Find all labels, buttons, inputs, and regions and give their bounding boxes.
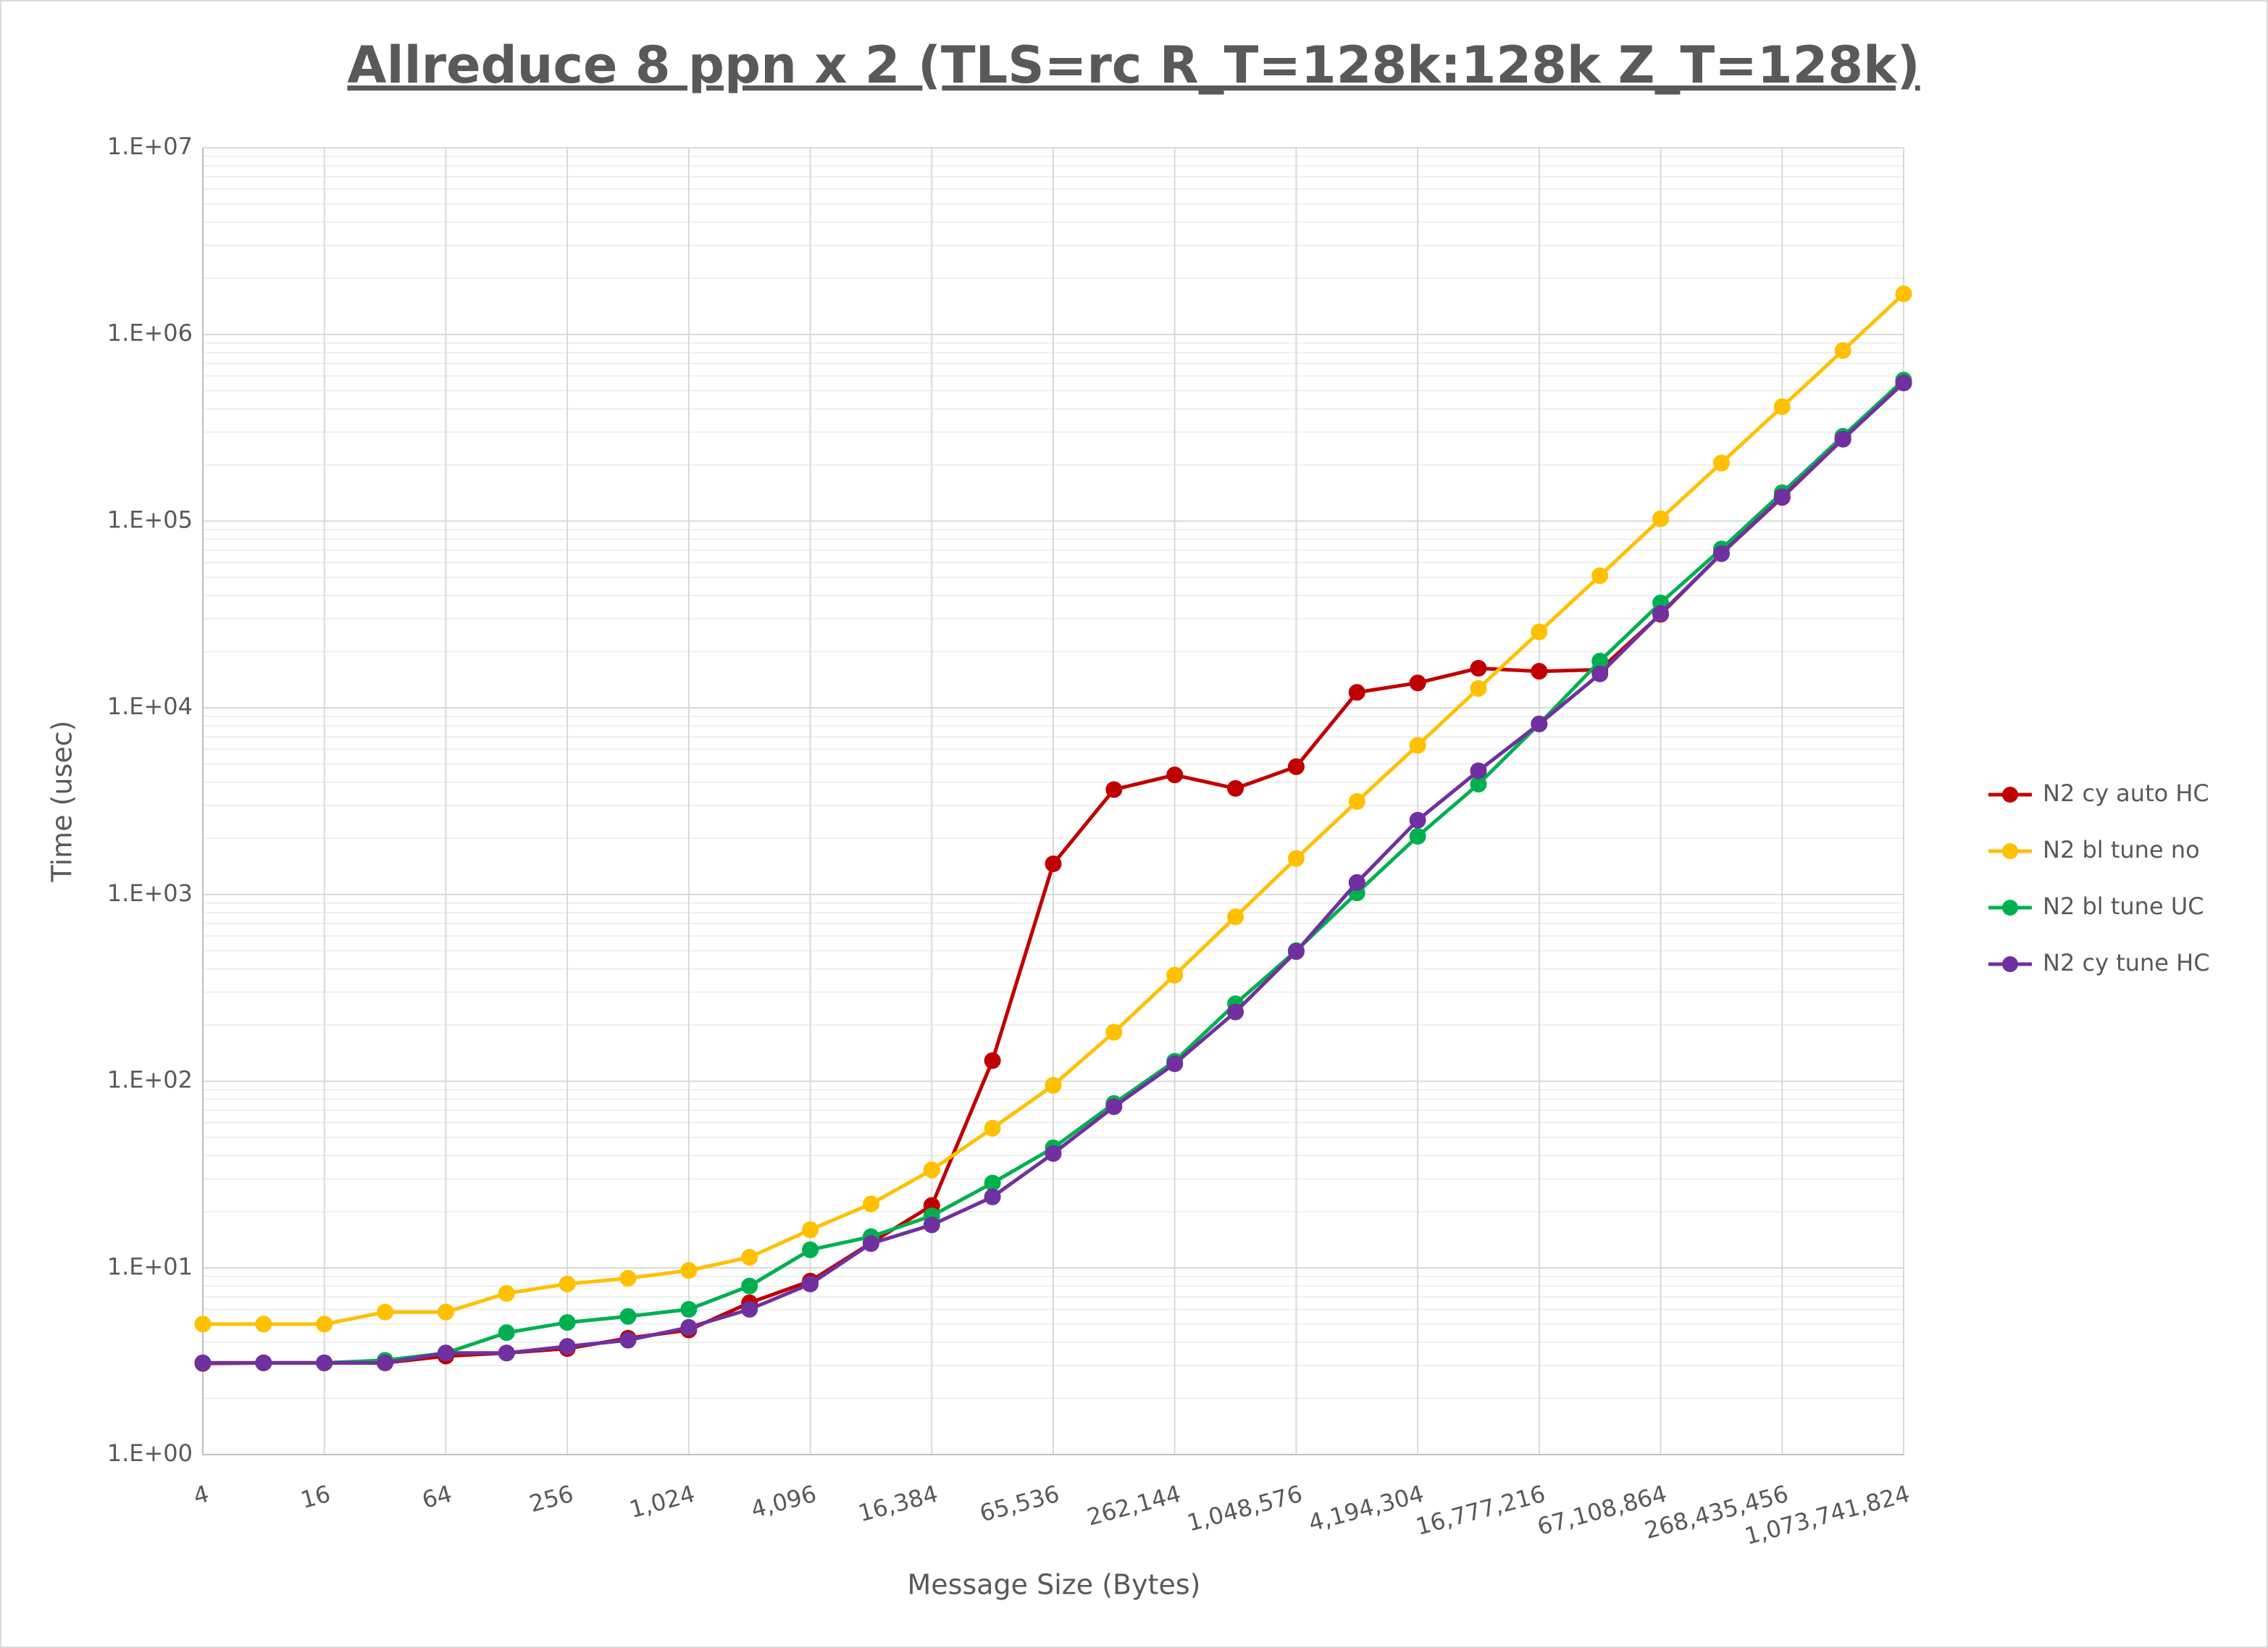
data-point	[558, 1275, 576, 1292]
data-point	[1287, 943, 1305, 961]
y-tick-label: 1.E+05	[107, 506, 193, 533]
data-point	[1652, 510, 1670, 527]
data-point	[1773, 488, 1791, 506]
data-point	[1166, 766, 1184, 784]
data-point	[862, 1235, 879, 1252]
data-point	[741, 1300, 758, 1318]
legend-marker	[2002, 956, 2018, 972]
data-point	[1348, 792, 1365, 810]
data-point	[1409, 737, 1426, 754]
data-point	[1409, 828, 1426, 845]
data-point	[984, 1188, 1001, 1205]
data-point	[498, 1344, 515, 1362]
data-point	[1773, 398, 1791, 416]
legend-marker	[2002, 900, 2018, 916]
data-point	[1895, 285, 1912, 303]
data-point	[1045, 1145, 1062, 1162]
y-tick-label: 1.E+04	[107, 693, 193, 720]
data-point	[1045, 1076, 1062, 1094]
y-tick-label: 1.E+00	[107, 1439, 193, 1467]
data-point	[194, 1316, 212, 1333]
legend-label: N2 bl tune no	[2043, 836, 2200, 863]
data-point	[316, 1354, 333, 1371]
data-point	[741, 1277, 758, 1294]
data-point	[619, 1308, 637, 1325]
data-point	[1591, 665, 1609, 682]
data-point	[1712, 454, 1730, 472]
data-point	[1105, 781, 1123, 798]
data-point	[255, 1354, 272, 1371]
y-tick-label: 1.E+01	[107, 1252, 193, 1280]
x-axis-title: Message Size (Bytes)	[908, 1569, 1201, 1601]
data-point	[558, 1314, 576, 1331]
legend-marker	[2002, 843, 2018, 859]
data-point	[680, 1318, 698, 1336]
y-tick-label: 1.E+02	[107, 1066, 193, 1094]
legend-marker	[2002, 787, 2018, 803]
data-point	[437, 1344, 454, 1362]
data-point	[194, 1354, 212, 1371]
y-tick-label: 1.E+03	[107, 879, 193, 907]
data-point	[1591, 567, 1609, 585]
data-point	[984, 1174, 1001, 1192]
data-point	[862, 1195, 879, 1213]
legend-label: N2 bl tune UC	[2043, 892, 2204, 920]
data-point	[1531, 663, 1548, 680]
data-point	[316, 1316, 333, 1333]
data-point	[1470, 762, 1487, 779]
y-tick-label: 1.E+07	[107, 133, 193, 160]
data-point	[1409, 674, 1426, 692]
data-point	[984, 1052, 1001, 1069]
data-point	[1470, 659, 1487, 677]
data-point	[741, 1249, 758, 1266]
data-point	[1712, 545, 1730, 562]
data-point	[1227, 1003, 1244, 1021]
data-point	[1409, 811, 1426, 829]
data-point	[1470, 679, 1487, 697]
data-point	[377, 1303, 394, 1321]
data-point	[680, 1262, 698, 1279]
data-point	[1227, 779, 1244, 797]
y-tick-label: 1.E+06	[107, 319, 193, 347]
data-point	[1227, 908, 1244, 926]
data-point	[377, 1354, 394, 1371]
data-point	[923, 1161, 940, 1179]
data-point	[680, 1300, 698, 1318]
data-point	[619, 1331, 637, 1349]
data-point	[619, 1270, 637, 1287]
data-point	[1166, 1055, 1184, 1072]
data-point	[923, 1216, 940, 1234]
data-point	[437, 1303, 454, 1321]
data-point	[1045, 856, 1062, 873]
data-point	[1105, 1098, 1123, 1116]
legend-label: N2 cy tune HC	[2043, 949, 2210, 976]
data-point	[1834, 342, 1851, 359]
data-point	[1348, 684, 1365, 701]
data-point	[1834, 430, 1851, 448]
data-point	[498, 1285, 515, 1302]
data-point	[1531, 623, 1548, 640]
data-point	[1105, 1024, 1123, 1041]
chart-title: Allreduce 8 ppn x 2 (TLS=rc R_T=128k:128…	[347, 35, 1920, 95]
data-point	[802, 1241, 819, 1258]
legend-label: N2 cy auto HC	[2043, 779, 2209, 807]
data-point	[1287, 850, 1305, 867]
data-point	[1531, 715, 1548, 732]
y-axis-title: Time (usec)	[46, 721, 78, 883]
data-point	[558, 1338, 576, 1355]
data-point	[255, 1316, 272, 1333]
data-point	[1166, 966, 1184, 984]
data-point	[1348, 874, 1365, 891]
data-point	[802, 1221, 819, 1239]
data-point	[1895, 375, 1912, 392]
data-point	[498, 1324, 515, 1342]
data-point	[802, 1275, 819, 1292]
data-point	[1652, 605, 1670, 622]
data-point	[984, 1119, 1001, 1137]
data-point	[1287, 758, 1305, 775]
